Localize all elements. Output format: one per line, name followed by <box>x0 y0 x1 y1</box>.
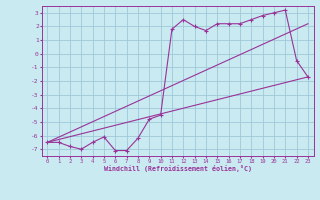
X-axis label: Windchill (Refroidissement éolien,°C): Windchill (Refroidissement éolien,°C) <box>104 165 252 172</box>
